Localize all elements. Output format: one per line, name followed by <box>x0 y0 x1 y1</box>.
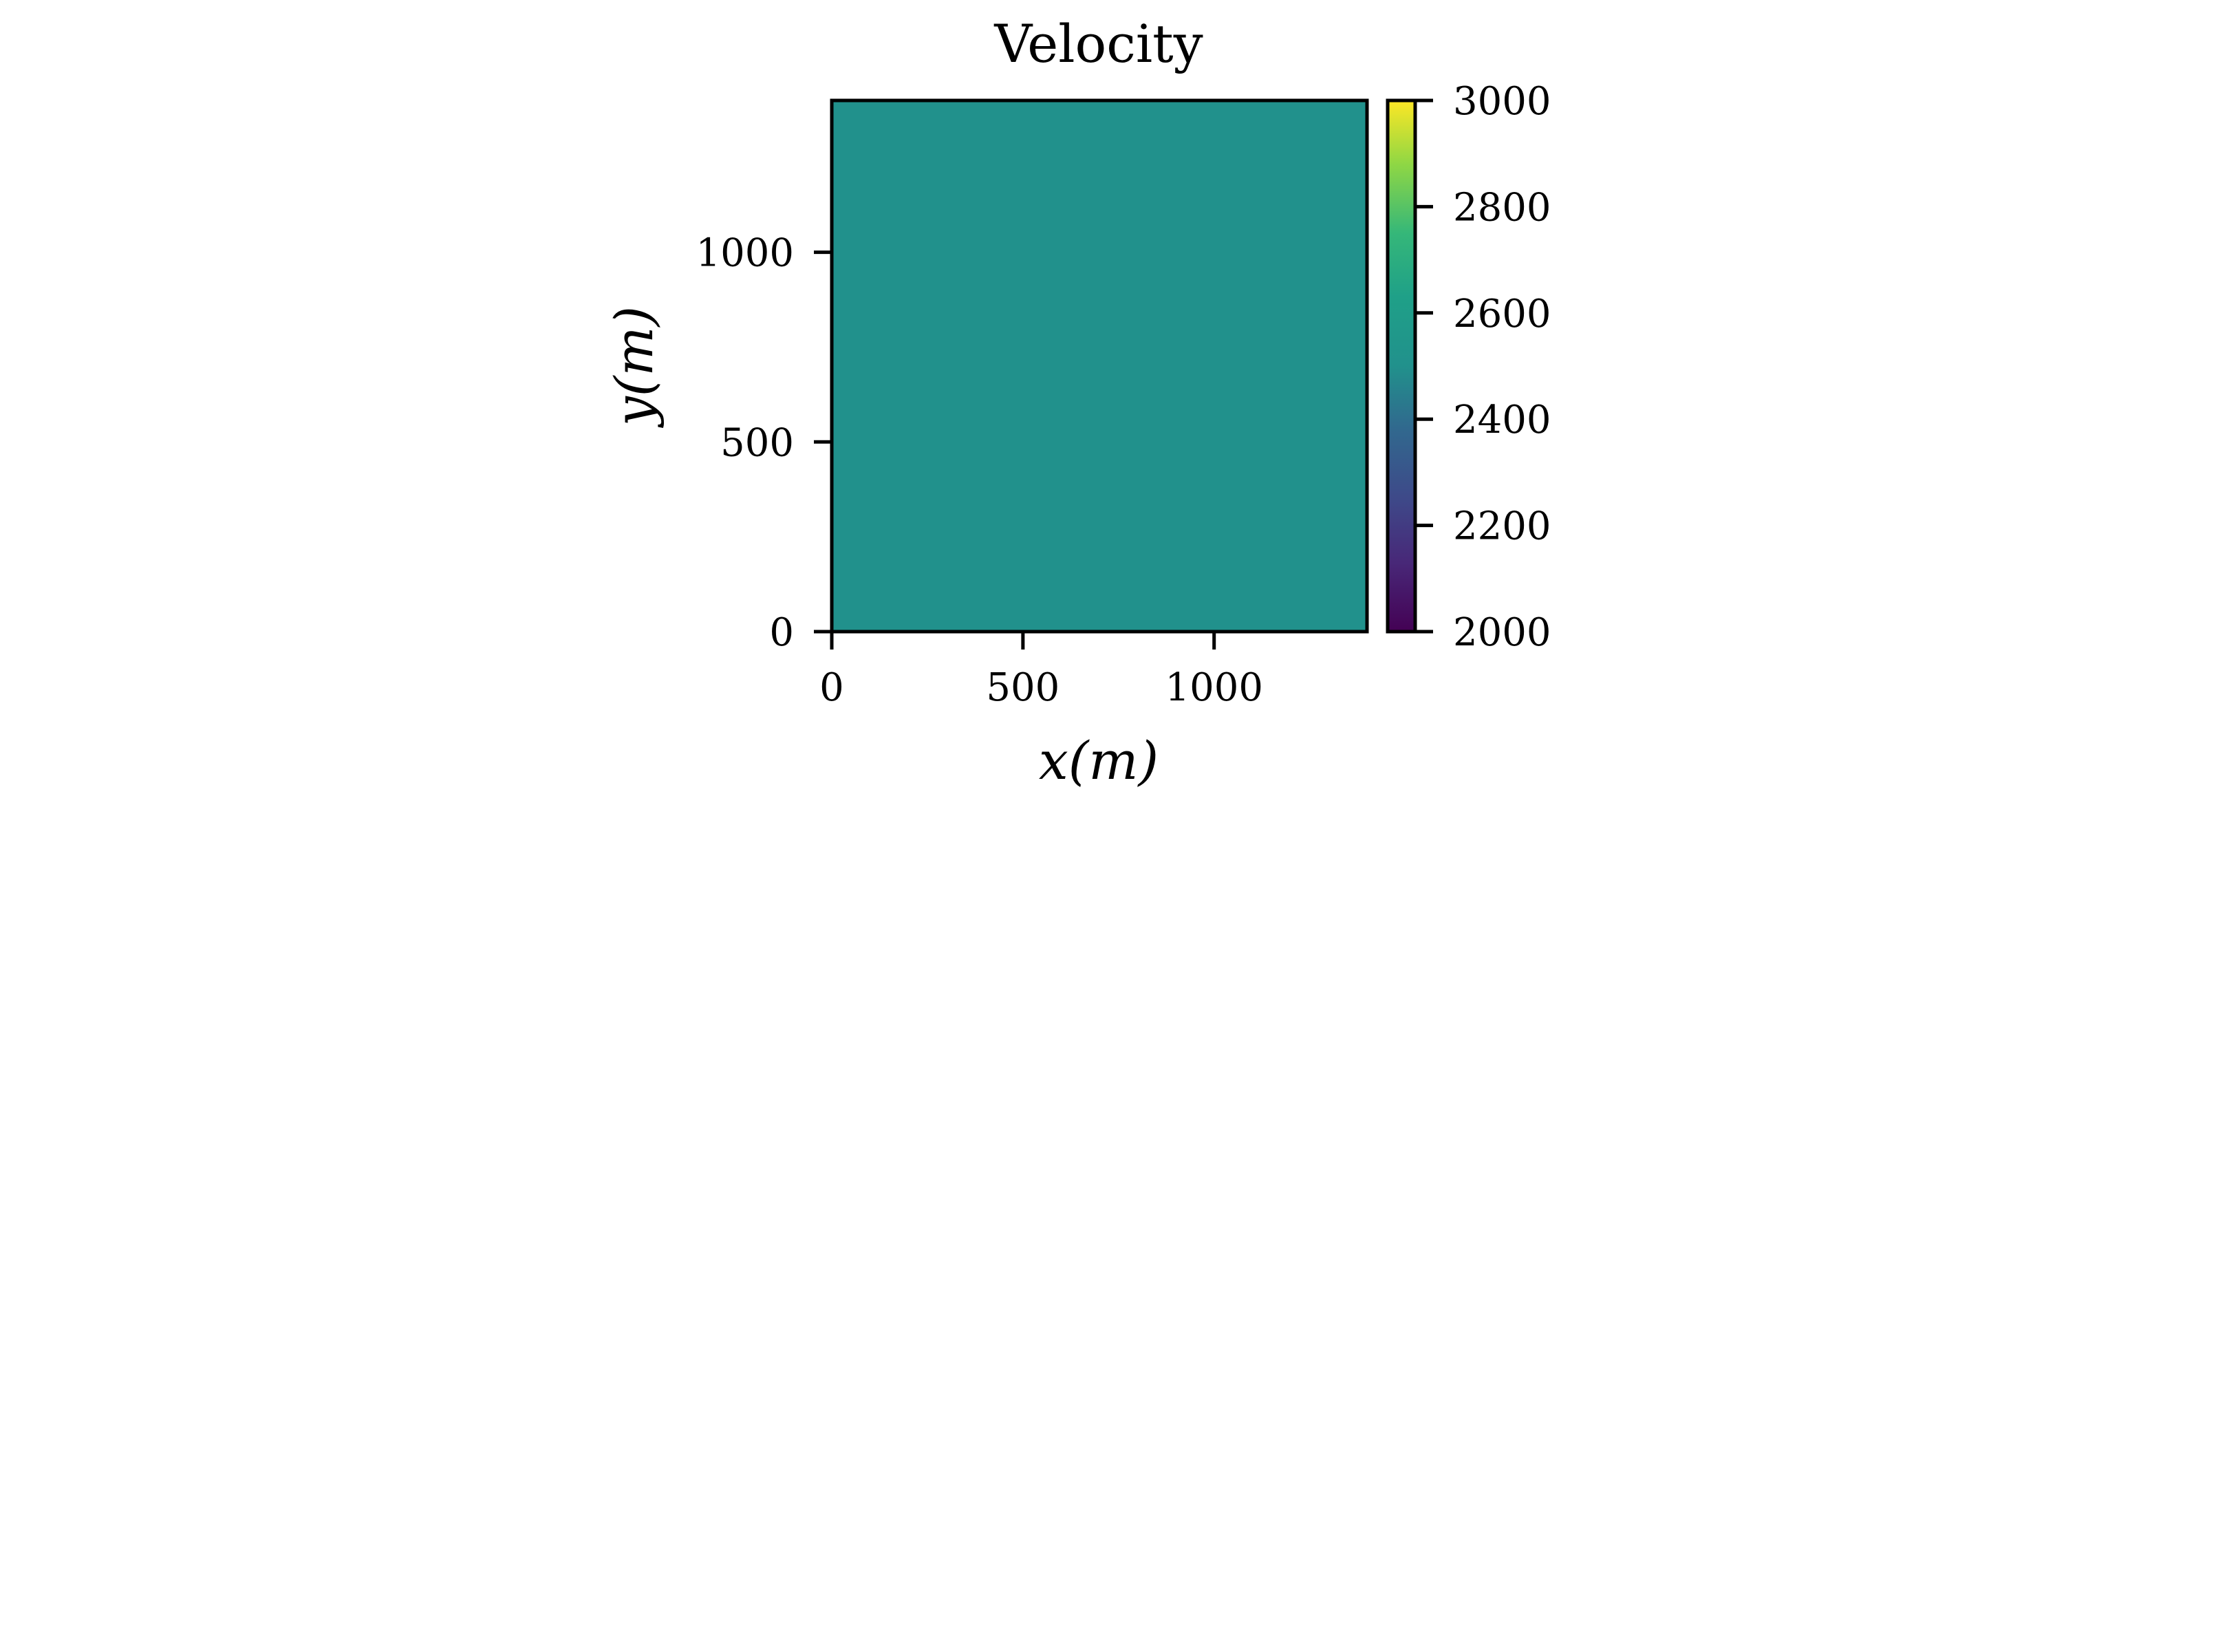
colorbar-tick-label: 2800 <box>1453 185 1551 230</box>
colorbar-tick-label: 3000 <box>1453 79 1551 124</box>
colorbar-tick-label: 2200 <box>1453 504 1551 549</box>
y-tick-label: 500 <box>720 420 794 465</box>
y-tick-label: 0 <box>769 610 794 655</box>
velocity-field <box>832 100 1367 632</box>
x-tick-label: 500 <box>986 665 1059 710</box>
y-axis: 0 500 1000 <box>696 231 832 655</box>
colorbar-tick-label: 2400 <box>1453 398 1551 442</box>
colorbar-frame <box>1386 98 1417 634</box>
x-axis-label: x(m) <box>1039 730 1159 791</box>
y-axis-label: y(m) <box>603 306 665 428</box>
plot-frame <box>830 98 1369 634</box>
y-tick-label: 1000 <box>696 231 794 276</box>
x-axis: 0 500 1000 <box>819 632 1263 710</box>
x-tick-label: 1000 <box>1165 665 1263 710</box>
colorbar-tick-label: 2600 <box>1453 292 1551 336</box>
colorbar-axis: 2000 2200 2400 2600 2800 3000 <box>1415 79 1551 655</box>
colorbar-tick-label: 2000 <box>1453 610 1551 655</box>
x-tick-label: 0 <box>819 665 844 710</box>
colorbar <box>1388 100 1415 632</box>
chart-title: Velocity <box>993 13 1203 74</box>
